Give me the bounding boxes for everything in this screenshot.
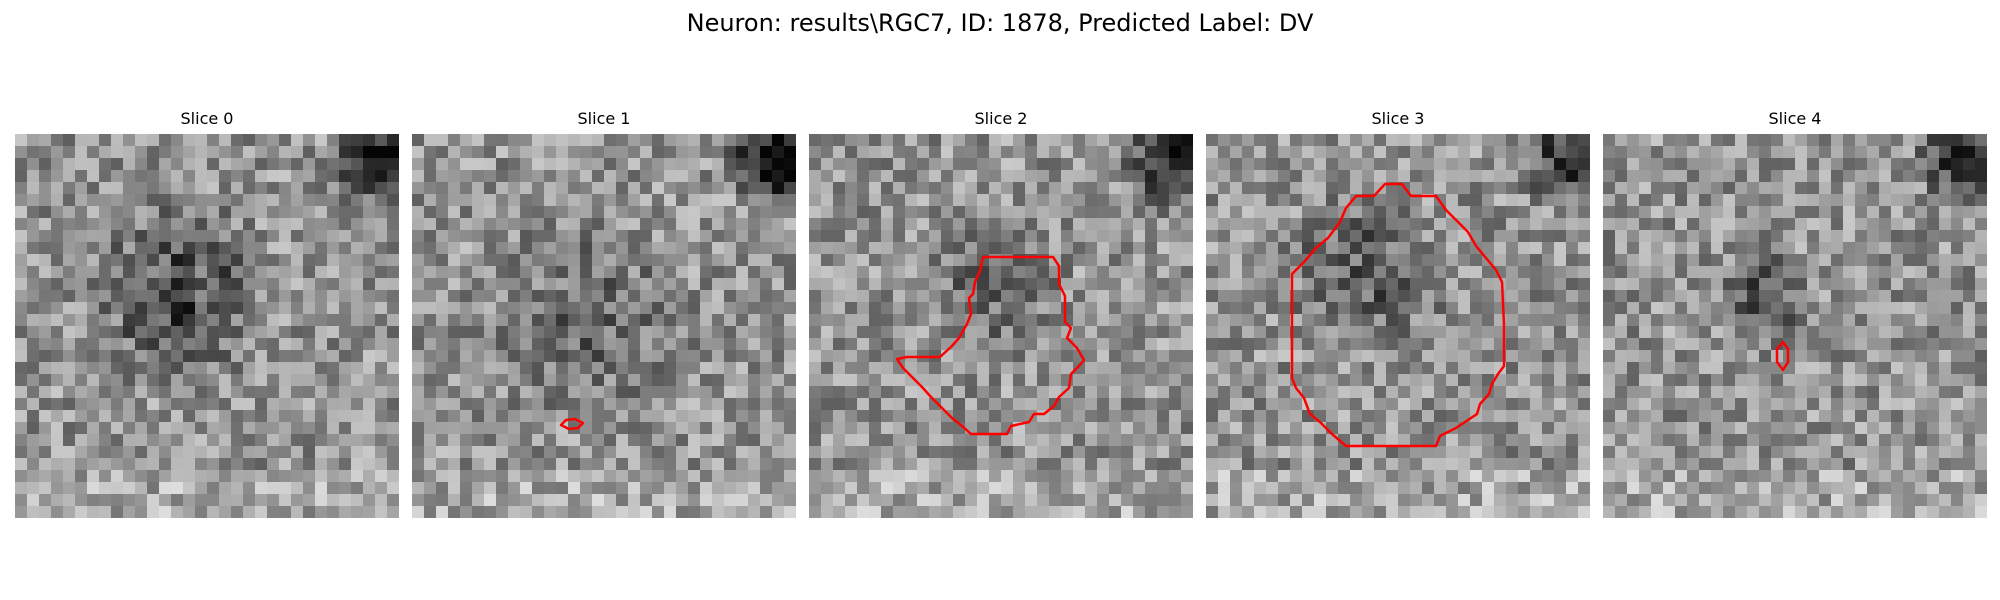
pixel-grid — [809, 134, 1193, 518]
slice-title: Slice 3 — [1371, 109, 1425, 128]
roi-contour — [1775, 340, 1790, 372]
slice-image-3 — [1206, 134, 1590, 518]
roi-contour — [559, 417, 585, 431]
slice-panel-0: Slice 0 — [15, 108, 399, 518]
slice-panel-3: Slice 3 — [1206, 108, 1590, 518]
pixel-grid — [1603, 134, 1987, 518]
slice-panel-1: Slice 1 — [412, 108, 796, 518]
slice-title: Slice 1 — [577, 109, 631, 128]
pixel-grid — [1206, 134, 1590, 518]
slice-image-4 — [1603, 134, 1987, 518]
slice-panel-2: Slice 2 — [809, 108, 1193, 518]
roi-contour — [895, 255, 1086, 436]
slice-title: Slice 0 — [180, 109, 234, 128]
slice-panel-4: Slice 4 — [1603, 108, 1987, 518]
slice-image-0 — [15, 134, 399, 518]
slice-image-1 — [412, 134, 796, 518]
pixel-grid — [15, 134, 399, 518]
slice-title: Slice 2 — [974, 109, 1028, 128]
slice-title: Slice 4 — [1768, 109, 1822, 128]
figure-title: Neuron: results\RGC7, ID: 1878, Predicte… — [686, 9, 1314, 37]
pixel-grid — [412, 134, 796, 518]
roi-contour — [1290, 182, 1506, 448]
slice-image-2 — [809, 134, 1193, 518]
